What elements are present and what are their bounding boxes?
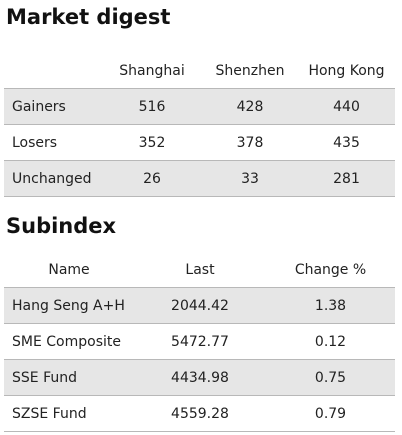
cell: 281 — [298, 160, 395, 197]
header-cell: Hong Kong — [308, 63, 385, 79]
cell: 4559.28 — [134, 395, 266, 432]
cell: 352 — [102, 124, 202, 161]
header-cell — [4, 54, 102, 89]
cell: 516 — [102, 88, 202, 125]
cell: 26 — [102, 160, 202, 197]
row-label: SME Composite — [4, 323, 134, 360]
cell: 0.12 — [266, 323, 395, 360]
section-title: Market digest — [6, 5, 171, 29]
cell: 378 — [202, 124, 298, 161]
cell: 435 — [298, 124, 395, 161]
market-table: Shanghai Shenzhen Hong Kong Gainers 516 428 44… — [4, 54, 395, 197]
cell: 33 — [202, 160, 298, 197]
header-row: Name Last Change % — [4, 253, 395, 288]
header-cell: Shanghai — [119, 63, 185, 79]
table-row: SSE Fund 4434.98 0.75 — [4, 359, 395, 396]
cell: 440 — [298, 88, 395, 125]
cell: 0.75 — [266, 359, 395, 396]
table-row: SME Composite 5472.77 0.12 — [4, 323, 395, 360]
row-label: SZSE Fund — [4, 395, 134, 432]
row-label: Unchanged — [4, 160, 102, 197]
cell: 0.79 — [266, 395, 395, 432]
table-row: Losers 352 378 435 — [4, 124, 395, 161]
cell: 1.38 — [266, 287, 395, 324]
header-cell: Last — [185, 262, 215, 278]
section-title: Subindex — [6, 214, 117, 238]
cell: 4434.98 — [134, 359, 266, 396]
table-row: Hang Seng A+H 2044.42 1.38 — [4, 287, 395, 324]
header-cell: Change % — [294, 262, 367, 278]
cell: 5472.77 — [134, 323, 266, 360]
header-cell: Name — [48, 262, 90, 278]
header-cell: Shenzhen — [215, 63, 285, 79]
header-row: Shanghai Shenzhen Hong Kong — [4, 54, 395, 89]
cell: 2044.42 — [134, 287, 266, 324]
row-label: Hang Seng A+H — [4, 287, 134, 324]
cell: 428 — [202, 88, 298, 125]
subindex-table: Name Last Change % Hang Seng A+H 2044.42 1.38… — [4, 253, 395, 432]
table-row: Gainers 516 428 440 — [4, 88, 395, 125]
row-label: SSE Fund — [4, 359, 134, 396]
row-label: Losers — [4, 124, 102, 161]
table-row: Unchanged 26 33 281 — [4, 160, 395, 197]
table-row: SZSE Fund 4559.28 0.79 — [4, 395, 395, 432]
row-label: Gainers — [4, 88, 102, 125]
